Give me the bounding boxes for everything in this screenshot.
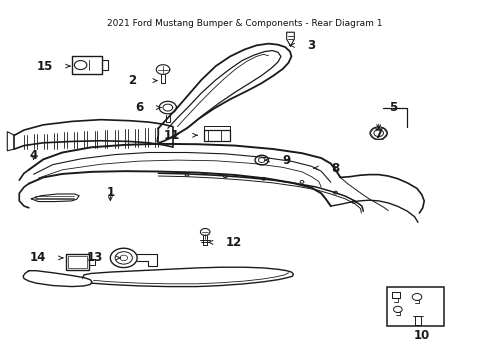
Text: 4: 4 bbox=[29, 149, 38, 162]
Text: 8: 8 bbox=[330, 162, 338, 175]
Text: 9: 9 bbox=[282, 154, 290, 167]
Text: 12: 12 bbox=[225, 236, 241, 249]
Text: 14: 14 bbox=[29, 251, 45, 264]
Text: 2021 Ford Mustang Bumper & Components - Rear Diagram 1: 2021 Ford Mustang Bumper & Components - … bbox=[106, 19, 382, 28]
Text: 7: 7 bbox=[374, 128, 382, 141]
Bar bbox=[68, 256, 87, 268]
Text: 15: 15 bbox=[37, 60, 53, 73]
Text: 11: 11 bbox=[163, 129, 180, 142]
Text: 1: 1 bbox=[106, 186, 114, 199]
Text: 2: 2 bbox=[128, 74, 137, 87]
Text: 13: 13 bbox=[87, 251, 103, 264]
Text: 6: 6 bbox=[135, 101, 143, 114]
Bar bbox=[203, 130, 230, 141]
Bar bbox=[386, 287, 443, 326]
Bar bbox=[66, 255, 89, 270]
Text: 3: 3 bbox=[306, 39, 314, 52]
Text: 10: 10 bbox=[413, 329, 429, 342]
Text: 5: 5 bbox=[388, 101, 396, 114]
